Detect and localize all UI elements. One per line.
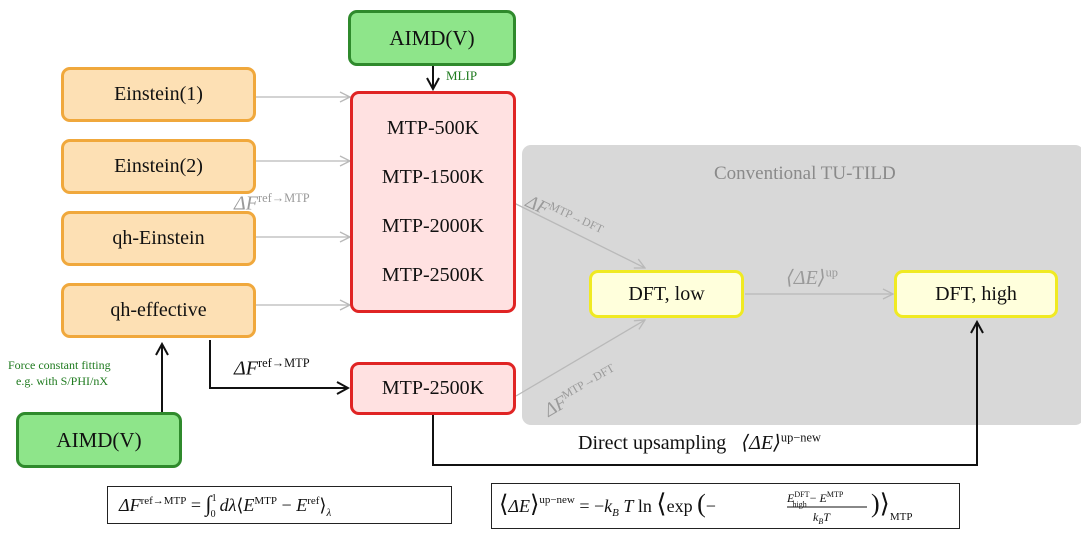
formula-fep-svg: ⟨ΔE⟩up−new = −kB T ln ⟨exp (− EDFT high −… bbox=[499, 489, 912, 526]
formula-ti-svg: ΔFref→MTP = ∫1 0 dλ⟨EMTP − Eref⟩λ bbox=[118, 491, 331, 520]
mlip-label: MLIP bbox=[446, 68, 478, 83]
qh-effective-node: qh-effective bbox=[61, 283, 256, 338]
aimd-top-node: AIMD(V) bbox=[348, 10, 516, 66]
delta-e-up-label: ⟨ΔE⟩up bbox=[786, 265, 838, 290]
arrow-mtp2500-dftlow bbox=[515, 320, 645, 397]
einstein1-node: Einstein(1) bbox=[61, 67, 256, 122]
formula-ti: ΔFref→MTP = ∫1 0 dλ⟨EMTP − Eref⟩λ bbox=[107, 486, 452, 524]
dft-low-node: DFT, low bbox=[589, 270, 744, 318]
arrow-qheffective-mtp2500 bbox=[209, 340, 348, 388]
qh-einstein-node: qh-Einstein bbox=[61, 211, 256, 266]
delta-f-superscript: ref→MTP bbox=[257, 356, 310, 370]
delta-f-superscript: ref→MTP bbox=[257, 191, 310, 205]
mtp-1500k-label: MTP-1500K bbox=[381, 166, 485, 188]
mtp-2500k-direct-node: MTP-2500K bbox=[350, 362, 516, 415]
delta-e-up-superscript: up bbox=[825, 265, 838, 280]
aimd-bottom-node: AIMD(V) bbox=[16, 412, 182, 468]
mtp-2000k-label: MTP-2000K bbox=[381, 215, 485, 237]
mtp-stack-node: MTP-500K MTP-1500K MTP-2000K MTP-2500K bbox=[350, 91, 516, 313]
svg-text:⟨ΔE⟩up−new = −kB T ln ⟨exp (−: ⟨ΔE⟩up−new = −kB T ln ⟨exp (− bbox=[499, 489, 716, 519]
einstein2-node: Einstein(2) bbox=[61, 139, 256, 194]
arrow-mtpstack-dftlow bbox=[513, 202, 645, 268]
direct-upsampling-text: Direct upsampling bbox=[578, 432, 727, 454]
formula-fep: ⟨ΔE⟩up−new = −kB T ln ⟨exp (− EDFT high −… bbox=[491, 483, 960, 529]
delta-f-ref-mtp-black: ΔFref→MTP bbox=[234, 356, 310, 381]
delta-e-upnew-superscript: up−new bbox=[780, 430, 821, 445]
delta-e-symbol: ⟨ΔE⟩ bbox=[786, 267, 826, 289]
direct-upsampling-label: Direct upsampling ⟨ΔE⟩up−new bbox=[578, 430, 821, 455]
mtp-500k-label: MTP-500K bbox=[386, 117, 480, 139]
svg-text:kBT: kBT bbox=[813, 510, 831, 526]
delta-f-symbol: ΔF bbox=[234, 357, 258, 380]
dft-high-node: DFT, high bbox=[894, 270, 1058, 318]
arrow-direct-upsampling bbox=[432, 322, 977, 466]
delta-e-symbol: ⟨ΔE⟩ bbox=[741, 432, 781, 454]
delta-f-ref-mtp-gray: ΔFref→MTP bbox=[234, 191, 310, 216]
force-fit-label-line2: e.g. with S/PHI/nX bbox=[16, 374, 109, 388]
conventional-tutild-label: Conventional TU-TILD bbox=[714, 163, 896, 184]
force-fit-label-line1: Force constant fitting bbox=[8, 358, 111, 372]
mtp-2500k-label: MTP-2500K bbox=[381, 264, 485, 286]
svg-text:)⟩MTP: )⟩MTP bbox=[871, 489, 912, 523]
delta-f-symbol: ΔF bbox=[234, 192, 258, 215]
